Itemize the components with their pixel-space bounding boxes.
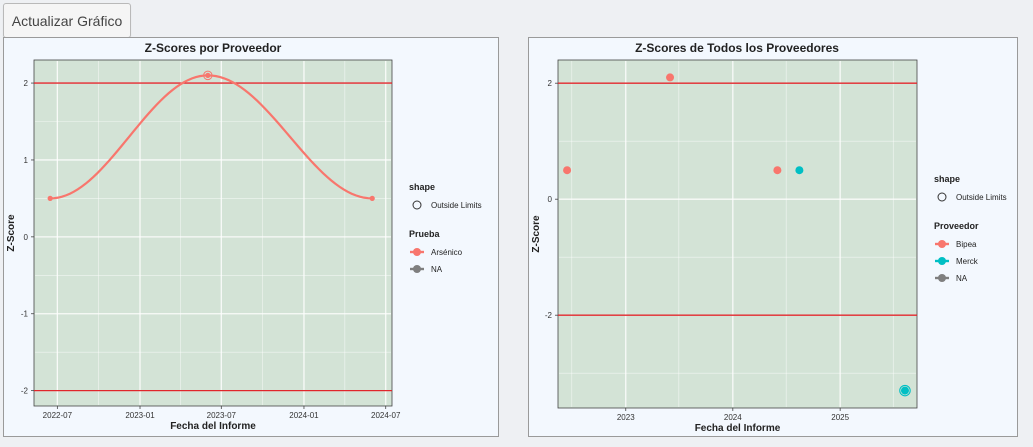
plot-area xyxy=(557,59,918,409)
outside-limit-marker xyxy=(203,70,213,81)
plot-area xyxy=(33,59,393,407)
legend-label: Bipea xyxy=(956,240,977,249)
legend-key-outside xyxy=(412,200,422,210)
legend-title: shape xyxy=(934,174,960,184)
data-point-bipea xyxy=(666,73,675,82)
legend-label: NA xyxy=(956,274,968,283)
data-point xyxy=(369,195,375,201)
outside-limit-marker xyxy=(899,384,911,397)
x-tick-label: 2023-07 xyxy=(207,411,237,420)
legend-key-outside xyxy=(937,192,947,202)
data-point-merck xyxy=(795,166,804,175)
chart-panel-all-providers: Z-Scores de Todos los Proveedores 2023 202… xyxy=(528,37,1018,437)
legend-key-point xyxy=(413,265,421,273)
y-tick-label: -1 xyxy=(21,310,29,319)
legend-label: Arsénico xyxy=(431,248,463,257)
chart-title: Z-Scores por Proveedor xyxy=(145,41,282,55)
x-axis-title: Fecha del Informe xyxy=(170,421,256,432)
legend-key-point xyxy=(413,248,421,256)
chart-panel-by-provider: Z-Scores por Proveedor 2022-07 2023-01 2023… xyxy=(3,37,499,437)
x-tick-label: 2025 xyxy=(831,413,849,422)
y-tick-label: -2 xyxy=(21,387,29,396)
y-tick-label: -2 xyxy=(545,311,553,320)
chart-title: Z-Scores de Todos los Proveedores xyxy=(635,41,839,55)
x-tick-label: 2023 xyxy=(617,413,635,422)
data-point xyxy=(205,72,211,78)
gridlines xyxy=(559,61,916,407)
x-tick-label: 2023-01 xyxy=(125,411,155,420)
data-point xyxy=(47,195,53,201)
y-tick-label: 2 xyxy=(548,79,553,88)
chart-by-provider: Z-Scores por Proveedor 2022-07 2023-01 2023… xyxy=(6,41,482,432)
y-axis-title: Z-Score xyxy=(6,214,17,252)
y-tick-label: 0 xyxy=(24,233,29,242)
legend-title: Prueba xyxy=(409,229,441,239)
x-axis-title: Fecha del Informe xyxy=(695,423,781,434)
x-tick-label: 2024-07 xyxy=(371,411,401,420)
y-tick-label: 0 xyxy=(548,195,553,204)
legend-key-point xyxy=(938,257,946,265)
data-point-merck xyxy=(900,386,909,395)
data-point-bipea xyxy=(773,166,782,175)
x-tick-label: 2022-07 xyxy=(43,411,73,420)
legend-title: Proveedor xyxy=(934,221,979,231)
legend-label: Outside Limits xyxy=(431,201,482,210)
legend-label: Outside Limits xyxy=(956,193,1007,202)
legend-label: NA xyxy=(431,265,443,274)
update-chart-button[interactable]: Actualizar Gráfico xyxy=(3,3,131,38)
y-axis-title: Z-Score xyxy=(531,215,542,253)
x-tick-label: 2024 xyxy=(724,413,742,422)
y-tick-label: 2 xyxy=(24,79,29,88)
legend-key-point xyxy=(938,274,946,282)
legend-label: Merck xyxy=(956,257,979,266)
data-point-bipea xyxy=(563,166,572,175)
y-tick-label: 1 xyxy=(24,156,29,165)
legend-key-point xyxy=(938,240,946,248)
x-tick-label: 2024-01 xyxy=(289,411,319,420)
legend-title: shape xyxy=(409,182,435,192)
